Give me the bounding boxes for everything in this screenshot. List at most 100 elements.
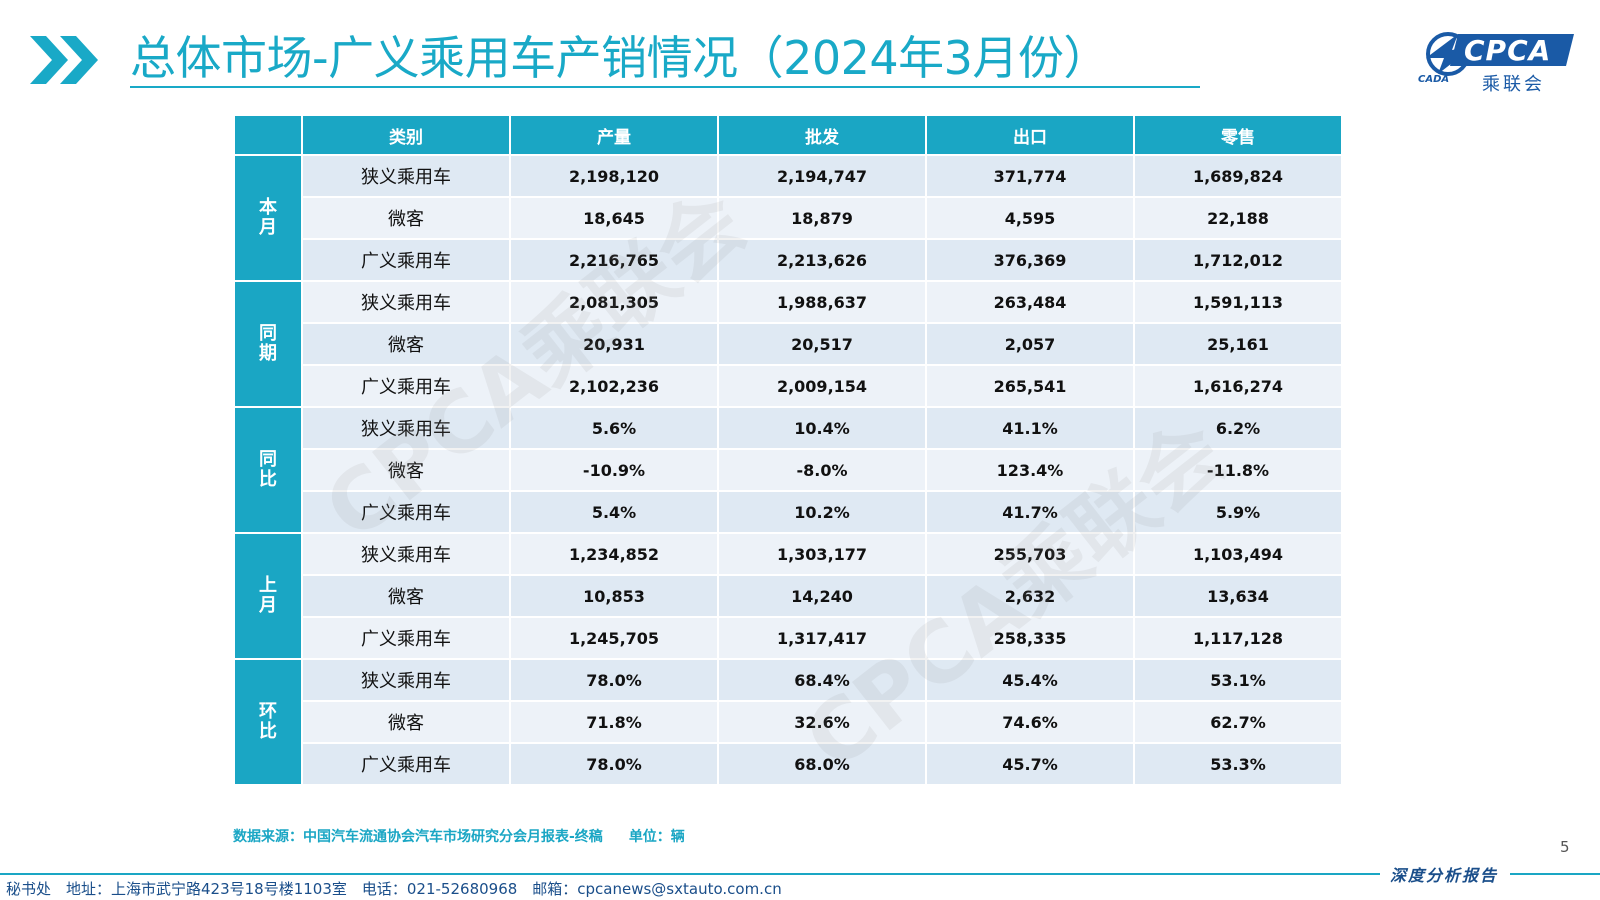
table-row: 广义乘用车 5.4% 10.2% 41.7% 5.9%	[235, 492, 1341, 532]
value-cell: 45.7%	[927, 744, 1133, 784]
value-cell: 10.4%	[719, 408, 925, 448]
value-cell: 2,198,120	[511, 156, 717, 196]
value-cell: 1,317,417	[719, 618, 925, 658]
value-cell: 20,931	[511, 324, 717, 364]
value-cell: 71.8%	[511, 702, 717, 742]
category-cell: 狭义乘用车	[303, 156, 509, 196]
page-title: 总体市场-广义乘用车产销情况（2024年3月份）	[130, 31, 1109, 85]
table-row: 广义乘用车 2,216,765 2,213,626 376,369 1,712,012	[235, 240, 1341, 280]
value-cell: 45.4%	[927, 660, 1133, 700]
category-cell: 广义乘用车	[303, 240, 509, 280]
group-label: 本月	[235, 156, 301, 280]
table-row: 微客 -10.9% -8.0% 123.4% -11.8%	[235, 450, 1341, 490]
sales-table: 类别 产量 批发 出口 零售 本月 狭义乘用车 2,198,120 2,194,747…	[233, 114, 1343, 786]
group-label: 同期	[235, 282, 301, 406]
footer-report-label: 深度分析报告	[1390, 866, 1499, 885]
category-cell: 微客	[303, 198, 509, 238]
category-cell: 微客	[303, 576, 509, 616]
cpca-logo: CPCA CADA 乘联会	[1418, 28, 1578, 95]
header-export: 出口	[927, 116, 1133, 154]
value-cell: 4,595	[927, 198, 1133, 238]
title-underline	[130, 86, 1200, 88]
value-cell: 265,541	[927, 366, 1133, 406]
group-label: 上月	[235, 534, 301, 658]
group-label-text: 同期	[259, 323, 277, 364]
logo-abbrev: CADA	[1418, 74, 1450, 85]
value-cell: 1,303,177	[719, 534, 925, 574]
unit-text: 单位：辆	[628, 829, 685, 845]
value-cell: 32.6%	[719, 702, 925, 742]
header-production: 产量	[511, 116, 717, 154]
value-cell: 2,057	[927, 324, 1133, 364]
logo-subtitle: 乘联会	[1482, 74, 1545, 95]
category-cell: 广义乘用车	[303, 744, 509, 784]
category-cell: 微客	[303, 324, 509, 364]
value-cell: 1,712,012	[1135, 240, 1341, 280]
value-cell: 74.6%	[927, 702, 1133, 742]
value-cell: 10.2%	[719, 492, 925, 532]
group-label-text: 上月	[259, 575, 277, 616]
value-cell: 5.4%	[511, 492, 717, 532]
value-cell: 2,216,765	[511, 240, 717, 280]
value-cell: 2,102,236	[511, 366, 717, 406]
footer-divider	[0, 873, 1380, 875]
value-cell: 6.2%	[1135, 408, 1341, 448]
value-cell: 53.1%	[1135, 660, 1341, 700]
footer-divider	[1510, 873, 1600, 875]
page-number: 5	[1560, 838, 1570, 856]
value-cell: 123.4%	[927, 450, 1133, 490]
value-cell: 2,213,626	[719, 240, 925, 280]
value-cell: 68.4%	[719, 660, 925, 700]
table-row: 广义乘用车 2,102,236 2,009,154 265,541 1,616,274	[235, 366, 1341, 406]
value-cell: 18,879	[719, 198, 925, 238]
header-corner	[235, 116, 301, 154]
value-cell: 2,009,154	[719, 366, 925, 406]
table-row: 同期 狭义乘用车 2,081,305 1,988,637 263,484 1,591,11…	[235, 282, 1341, 406]
header-category: 类别	[303, 116, 509, 154]
value-cell: 1,234,852	[511, 534, 717, 574]
value-cell: 5.9%	[1135, 492, 1341, 532]
value-cell: 1,117,128	[1135, 618, 1341, 658]
category-cell: 微客	[303, 702, 509, 742]
value-cell: 1,689,824	[1135, 156, 1341, 196]
value-cell: 25,161	[1135, 324, 1341, 364]
value-cell: 2,194,747	[719, 156, 925, 196]
value-cell: 78.0%	[511, 660, 717, 700]
table-row: 上月 狭义乘用车 1,234,852 1,303,177 255,703 1,103,49…	[235, 534, 1341, 658]
group-label: 同比	[235, 408, 301, 532]
value-cell: 1,103,494	[1135, 534, 1341, 574]
group-label-text: 环比	[259, 701, 277, 742]
table-row: 同比 狭义乘用车 5.6% 10.4% 41.1% 6.2%	[235, 408, 1341, 532]
value-cell: 2,081,305	[511, 282, 717, 322]
footer-contact: 秘书处 地址：上海市武宁路423号18号楼1103室 电话：021-526809…	[6, 880, 782, 898]
table-row: 广义乘用车 1,245,705 1,317,417 258,335 1,117,128	[235, 618, 1341, 658]
table-row: 环比 狭义乘用车 78.0% 68.4% 45.4% 53.1%	[235, 660, 1341, 784]
value-cell: 376,369	[927, 240, 1133, 280]
table-row: 微客 10,853 14,240 2,632 13,634	[235, 576, 1341, 616]
group-label: 环比	[235, 660, 301, 784]
value-cell: 14,240	[719, 576, 925, 616]
value-cell: 2,632	[927, 576, 1133, 616]
category-cell: 微客	[303, 450, 509, 490]
category-cell: 狭义乘用车	[303, 660, 509, 700]
value-cell: 371,774	[927, 156, 1133, 196]
value-cell: 22,188	[1135, 198, 1341, 238]
value-cell: 255,703	[927, 534, 1133, 574]
table-row: 广义乘用车 78.0% 68.0% 45.7% 53.3%	[235, 744, 1341, 784]
value-cell: 1,988,637	[719, 282, 925, 322]
value-cell: -10.9%	[511, 450, 717, 490]
table-row: 微客 18,645 18,879 4,595 22,188	[235, 198, 1341, 238]
value-cell: 263,484	[927, 282, 1133, 322]
value-cell: 1,591,113	[1135, 282, 1341, 322]
value-cell: 53.3%	[1135, 744, 1341, 784]
table-row: 微客 20,931 20,517 2,057 25,161	[235, 324, 1341, 364]
value-cell: 5.6%	[511, 408, 717, 448]
header-wholesale: 批发	[719, 116, 925, 154]
value-cell: 20,517	[719, 324, 925, 364]
value-cell: 13,634	[1135, 576, 1341, 616]
category-cell: 广义乘用车	[303, 492, 509, 532]
value-cell: 18,645	[511, 198, 717, 238]
value-cell: 68.0%	[719, 744, 925, 784]
value-cell: -11.8%	[1135, 450, 1341, 490]
category-cell: 狭义乘用车	[303, 282, 509, 322]
